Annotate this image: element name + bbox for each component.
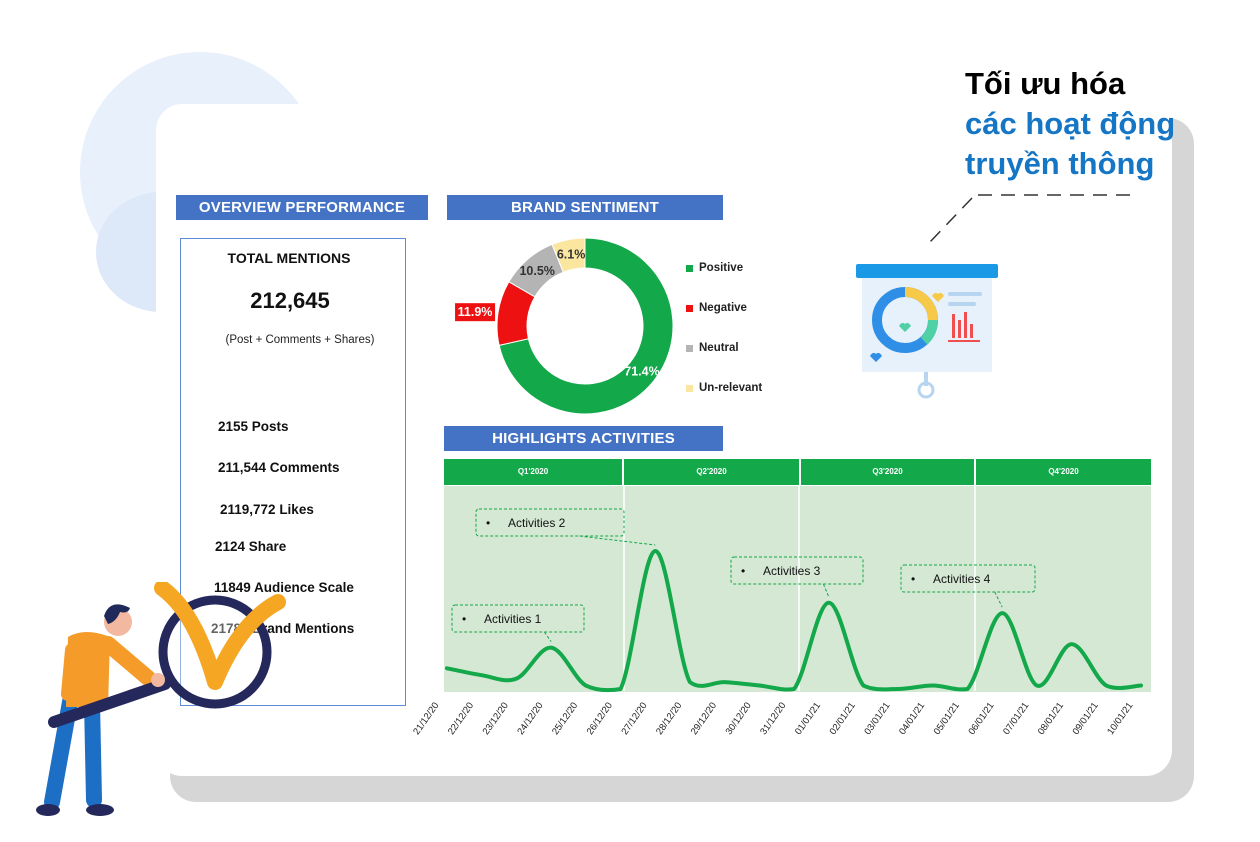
x-tick-label: 22/12/20 [446, 700, 476, 737]
data-point [514, 677, 518, 681]
x-tick-label: 06/01/21 [966, 700, 996, 737]
x-tick-label: 26/12/20 [585, 700, 615, 737]
data-point [931, 684, 935, 688]
sentiment-header: BRAND SENTIMENT [447, 195, 723, 220]
legend-item-positive: Positive [686, 262, 762, 274]
total-mentions-note: (Post + Comments + Shares) [225, 334, 375, 346]
data-point [549, 646, 553, 650]
data-point [1000, 611, 1004, 615]
x-tick-label: 05/01/21 [932, 700, 962, 737]
x-tick-label: 28/12/20 [654, 700, 684, 737]
person-magnifier-illustration [36, 582, 286, 816]
quarter-header-q3: Q3'2020 [801, 459, 974, 485]
x-tick-label: 21/12/20 [411, 700, 441, 737]
x-tick-label: 25/12/20 [550, 700, 580, 737]
legend-swatch [686, 264, 693, 272]
activity-bullet: • [462, 612, 466, 626]
activity-callout-pointer [822, 583, 830, 597]
data-point [1035, 684, 1039, 688]
activity-callout-box [475, 508, 625, 537]
data-point [966, 687, 969, 691]
data-point [653, 549, 657, 553]
data-point [757, 684, 761, 688]
data-point [792, 687, 796, 691]
donut-label: 71.4% [624, 365, 659, 379]
activity-callout-box [730, 556, 864, 585]
headline-line-1: Tối ưu hóa [965, 66, 1126, 101]
data-point [688, 680, 692, 684]
activity-label: Activities 2 [508, 516, 566, 530]
overview-header: OVERVIEW PERFORMANCE [176, 195, 428, 220]
data-point [1139, 684, 1143, 688]
x-tick-label: 24/12/20 [515, 700, 545, 737]
overview-panel [180, 238, 406, 706]
callout-dashed-line [929, 194, 1135, 243]
activity-callout-pointer [994, 591, 1003, 608]
legend-swatch [686, 384, 693, 392]
stat-audience-scale: 11849 Audience Scale [214, 580, 354, 595]
x-tick-label: 31/12/20 [758, 700, 788, 737]
total-mentions-label: TOTAL MENTIONS [227, 250, 351, 266]
stat-likes: 2119,772 Likes [220, 502, 314, 517]
legend-item-neutral: Neutral [686, 342, 762, 354]
quarter-header-q2: Q2'2020 [624, 459, 799, 485]
stat-comments: 211,544 Comments [218, 460, 340, 475]
quarter-header-q1: Q1'2020 [444, 459, 622, 485]
donut-slice-positive [498, 237, 674, 415]
highlights-line-chart: 21/12/20 22/12/20 23/12/20 24/12/20 25/12/20… [411, 485, 1143, 737]
x-tick-label: 23/12/20 [481, 700, 511, 737]
x-tick-label: 03/01/21 [862, 700, 892, 737]
highlights-header: HIGHLIGHTS ACTIVITIES [444, 426, 723, 451]
x-tick-label: 29/12/20 [689, 700, 719, 737]
sentiment-donut-chart: 71.4% 11.9% 10.5%6.1% [455, 237, 674, 415]
presentation-board-icon [856, 264, 998, 399]
data-point [619, 687, 622, 691]
activity-bullet: • [486, 516, 490, 530]
activity-callout-box [900, 564, 1036, 593]
data-point [861, 684, 865, 688]
activity-callout-pointer [543, 631, 552, 642]
activity-bullet: • [741, 564, 745, 578]
donut-label: 6.1% [557, 247, 586, 261]
data-point [445, 666, 449, 670]
legend-item-unrelevant: Un-relevant [686, 382, 762, 394]
headline-line-3: truyền thông [965, 146, 1155, 181]
x-tick-label: 10/01/21 [1105, 700, 1135, 737]
x-tick-label: 08/01/21 [1036, 700, 1066, 737]
data-point [827, 601, 831, 605]
stat-shares: 2124 Share [215, 539, 287, 554]
data-point [480, 673, 484, 677]
x-tick-label: 02/01/21 [828, 700, 858, 737]
quarter-header-q4: Q4'2020 [976, 459, 1151, 485]
data-point [723, 680, 727, 684]
donut-label-bg [455, 303, 496, 322]
activity-label: Activities 4 [933, 572, 991, 586]
x-tick-label: 07/01/21 [1001, 700, 1031, 737]
data-point [1070, 642, 1074, 646]
headline-line-2: các hoạt động [965, 106, 1176, 141]
stat-posts: 2155 Posts [218, 419, 289, 434]
x-tick-label: 30/12/20 [724, 700, 754, 737]
activity-callout-pointer [579, 535, 656, 546]
x-tick-label: 04/01/21 [897, 700, 927, 737]
legend-swatch [686, 304, 693, 312]
legend-swatch [686, 344, 693, 352]
data-point [896, 687, 900, 691]
donut-label: 10.5% [519, 264, 554, 278]
data-point [1104, 684, 1108, 688]
donut-slice-un-relevant [551, 237, 586, 273]
data-point [584, 684, 588, 688]
activity-label: Activities 1 [484, 612, 542, 626]
activity-label: Activities 3 [763, 564, 821, 578]
activity-callout-box [451, 604, 585, 633]
total-mentions-value: 212,645 [250, 288, 330, 313]
x-tick-label: 09/01/21 [1071, 700, 1101, 737]
activity-bullet: • [911, 572, 915, 586]
donut-label: 11.9% [458, 305, 493, 319]
x-tick-label: 01/01/21 [793, 700, 823, 737]
sentiment-legend: Positive Negative Neutral Un-relevant [686, 262, 762, 394]
x-tick-label: 27/12/20 [619, 700, 649, 737]
legend-item-negative: Negative [686, 302, 762, 314]
